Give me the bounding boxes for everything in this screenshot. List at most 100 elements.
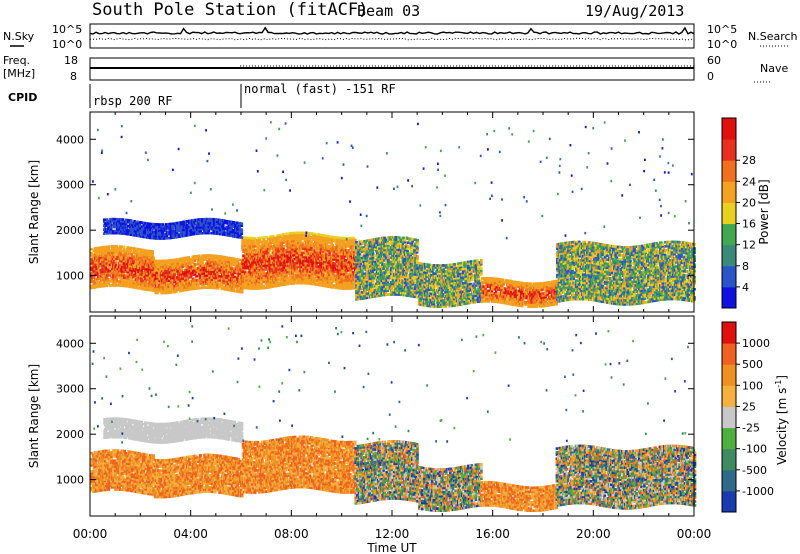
scatter-cell xyxy=(189,259,193,263)
nave-tick-high: 60 xyxy=(707,54,721,67)
scatter-cell xyxy=(151,250,154,253)
scatter-cell xyxy=(236,278,240,281)
scatter-cell xyxy=(246,284,249,288)
scatter-cell xyxy=(246,248,249,252)
scatter-cell xyxy=(137,248,141,251)
scatter-cell xyxy=(212,276,216,280)
scatter-cell xyxy=(251,269,255,272)
scatter-cell xyxy=(137,282,141,286)
scatter-cell xyxy=(129,256,132,260)
scatter-cell xyxy=(220,287,224,291)
scatter-cell xyxy=(160,287,163,291)
scatter-cell xyxy=(197,270,200,274)
scatter-cell xyxy=(95,257,98,260)
scatter-cell xyxy=(181,289,184,292)
scatter-cell xyxy=(130,273,134,276)
scatter-cell xyxy=(154,285,158,289)
scatter-cell xyxy=(90,286,93,290)
scatter-cell xyxy=(253,245,257,248)
scatter-cell xyxy=(186,266,190,269)
scatter-cell xyxy=(96,263,99,266)
scatter-cell xyxy=(135,274,138,277)
scatter-cell xyxy=(132,249,136,252)
scatter-cell xyxy=(151,252,154,255)
scatter-cell xyxy=(108,257,112,261)
scatter-cell xyxy=(202,268,206,271)
scatter-cell xyxy=(193,281,197,284)
scatter-cell xyxy=(193,277,197,280)
scatter-cell xyxy=(236,268,240,271)
scatter-cell xyxy=(222,281,225,285)
scatter-cell xyxy=(219,279,223,282)
scatter-cell xyxy=(206,262,210,265)
scatter-cell xyxy=(113,253,116,256)
scatter-cell xyxy=(119,251,122,255)
scatter-cell xyxy=(94,257,97,260)
scatter-cell xyxy=(176,266,180,269)
scatter-cell xyxy=(216,268,220,272)
scatter-cell xyxy=(201,260,204,263)
scatter-cell xyxy=(236,260,240,263)
noise-tick-high-right: 10^5 xyxy=(707,23,737,36)
scatter-cell xyxy=(233,283,236,287)
scatter-cell xyxy=(114,265,118,269)
scatter-cell xyxy=(91,268,94,271)
scatter-cell xyxy=(244,270,247,274)
scatter-cell xyxy=(136,284,139,288)
scatter-cell xyxy=(183,256,187,260)
scatter-cell xyxy=(183,260,187,264)
scatter-cell xyxy=(225,256,229,259)
scatter-cell xyxy=(90,254,93,257)
scatter-cell xyxy=(246,286,249,290)
scatter-cell xyxy=(152,256,155,259)
scatter-cell xyxy=(118,276,122,279)
scatter-cell xyxy=(116,267,119,271)
scatter-cell xyxy=(190,287,193,291)
nsearch-label: N.Search xyxy=(748,30,798,43)
scatter-cell xyxy=(99,270,103,274)
scatter-cell xyxy=(252,243,256,246)
scatter-cell xyxy=(210,268,214,271)
scatter-cell xyxy=(154,273,158,277)
scatter-cell xyxy=(94,281,97,285)
scatter-cell xyxy=(122,276,126,279)
scatter-cell xyxy=(102,250,105,253)
scatter-cell xyxy=(156,283,159,287)
scatter-cell xyxy=(145,263,149,267)
scatter-cell xyxy=(213,278,216,282)
scatter-cell xyxy=(130,269,134,272)
scatter-cell xyxy=(205,282,208,285)
scatter-cell xyxy=(156,289,159,293)
scatter-cell xyxy=(99,246,103,249)
scatter-cell xyxy=(179,277,182,281)
scatter-cell xyxy=(181,277,184,280)
scatter-cell xyxy=(236,286,240,289)
scatter-cell xyxy=(211,272,215,276)
scatter-cell xyxy=(132,280,136,283)
scatter-cell xyxy=(181,273,184,276)
scatter-cell xyxy=(246,240,249,244)
scatter-cell xyxy=(220,269,224,273)
scatter-cell xyxy=(204,270,207,273)
scatter-cell xyxy=(167,287,171,290)
scatter-cell xyxy=(101,248,104,251)
freq-label-1: Freq. xyxy=(3,54,30,67)
scatter-cell xyxy=(92,284,96,287)
scatter-cell xyxy=(122,266,126,269)
scatter-cell xyxy=(96,273,99,276)
scatter-cell xyxy=(130,259,134,262)
figure-title: South Pole Station (fitACF) xyxy=(92,0,368,20)
scatter-cell xyxy=(213,256,216,260)
scatter-cell xyxy=(199,280,203,284)
scatter-cell xyxy=(176,280,180,283)
scatter-cell xyxy=(190,271,193,275)
freq-tick-high: 18 xyxy=(64,54,78,67)
scatter-cell xyxy=(223,264,227,267)
scatter-cell xyxy=(202,258,206,261)
scatter-cell xyxy=(91,276,94,279)
scatter-cell xyxy=(112,282,115,285)
scatter-cell xyxy=(99,278,103,282)
scatter-cell xyxy=(101,262,104,265)
scatter-cell xyxy=(91,255,94,259)
scatter-cell xyxy=(233,285,236,289)
